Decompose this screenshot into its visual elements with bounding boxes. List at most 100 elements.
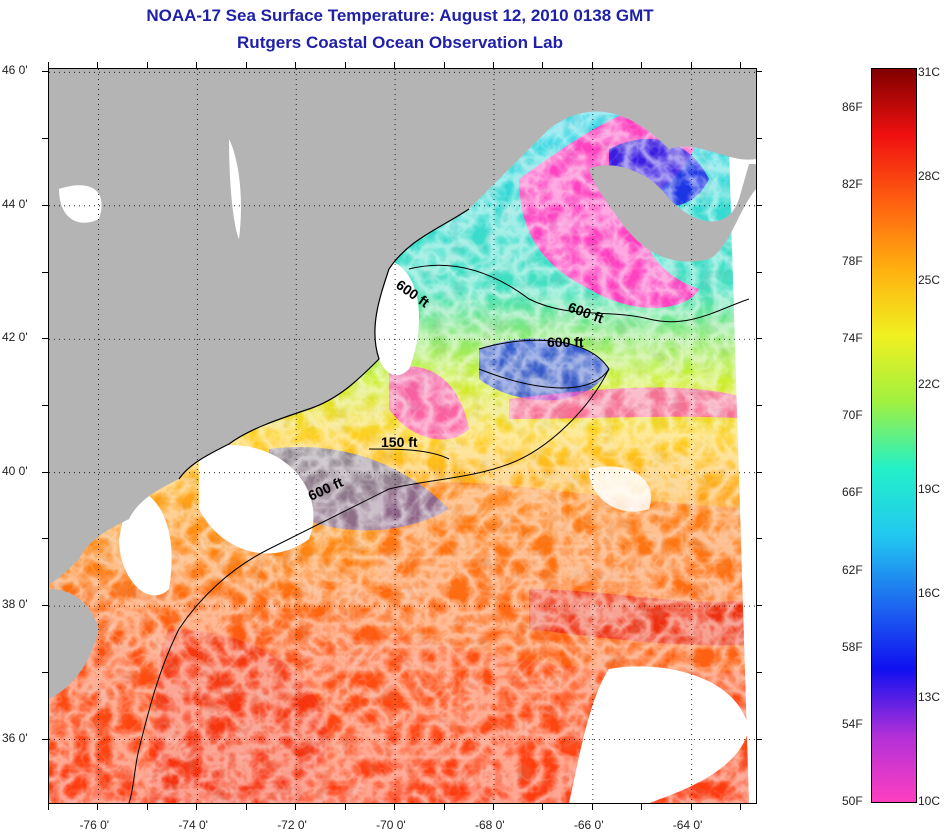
longitude-tick <box>97 62 99 68</box>
longitude-tick <box>492 62 494 68</box>
sst-map: 600 ft 600 ft 600 ft 150 ft 600 ft <box>48 68 757 804</box>
colorbar-fahrenheit-label: 86F <box>842 99 863 114</box>
longitude-tick <box>740 62 742 68</box>
longitude-label: -74 0' <box>178 818 208 832</box>
longitude-tick <box>690 62 692 68</box>
latitude-tick <box>42 271 48 273</box>
longitude-tick <box>344 62 346 68</box>
land-mainland <box>49 69 756 584</box>
colorbar-celsius-label: 10C <box>918 794 941 808</box>
longitude-tick <box>740 804 742 810</box>
latitude-label: 36 0' <box>2 730 28 745</box>
latitude-tick <box>42 71 48 73</box>
longitude-tick <box>146 62 148 68</box>
longitude-label: -66 0' <box>573 818 604 832</box>
coastline <box>388 208 470 270</box>
latitude-tick <box>42 671 48 673</box>
cloud-patch <box>373 259 419 376</box>
latitude-tick <box>42 738 48 740</box>
sst-map-canvas: 600 ft 600 ft 600 ft 150 ft 600 ft <box>49 69 756 803</box>
longitude-tick <box>690 804 692 810</box>
colorbar-celsius-label: 28C <box>918 169 941 184</box>
cloud-patch <box>569 666 749 803</box>
longitude-tick <box>48 62 49 68</box>
colorbar-fahrenheit-label: 66F <box>842 485 863 500</box>
latitude-label: 46 0' <box>2 63 28 78</box>
colorbar-fahrenheit-label: 78F <box>842 253 863 268</box>
cloud-patch <box>119 489 172 596</box>
land-delmarva <box>49 589 99 699</box>
lake <box>229 139 241 239</box>
longitude-tick <box>295 804 297 810</box>
longitude-tick <box>146 804 148 810</box>
colorbar-fahrenheit-label: 54F <box>842 716 863 731</box>
cloud-patch <box>199 445 314 554</box>
latitude-label: 38 0' <box>2 597 28 612</box>
coastline <box>178 268 390 480</box>
map-title: NOAA-17 Sea Surface Temperature: August … <box>146 6 654 25</box>
longitude-tick <box>295 62 297 68</box>
contour-label: 150 ft <box>381 434 418 450</box>
depth-contour-600ft <box>128 368 610 803</box>
latitude-label: 40 0' <box>2 463 28 478</box>
longitude-label: -64 0' <box>672 818 703 832</box>
longitude-label: -70 0' <box>376 818 406 832</box>
latitude-tick <box>756 738 762 740</box>
latitude-tick <box>756 271 762 273</box>
latitude-tick <box>756 605 762 607</box>
latitude-tick <box>42 471 48 473</box>
latitude-tick <box>42 338 48 340</box>
longitude-tick <box>394 804 396 810</box>
longitude-tick <box>542 62 544 68</box>
latitude-tick <box>42 204 48 206</box>
latitude-tick <box>42 605 48 607</box>
colorbar-fahrenheit-label: 58F <box>842 639 863 654</box>
colorbar-celsius-label: 13C <box>918 689 941 704</box>
colorbar-celsius-label: 19C <box>918 481 941 496</box>
longitude-tick <box>97 804 99 810</box>
latitude-tick <box>756 404 762 406</box>
colorbar-celsius-label: 22C <box>918 377 941 392</box>
longitude-tick <box>443 62 445 68</box>
latitude-tick <box>42 404 48 406</box>
map-subtitle: Rutgers Coastal Ocean Observation Lab <box>237 33 563 52</box>
latitude-tick <box>42 538 48 540</box>
longitude-tick <box>443 804 445 810</box>
colorbar-fahrenheit-label: 74F <box>842 331 863 346</box>
lake <box>59 185 102 223</box>
longitude-tick <box>48 804 49 810</box>
depth-contour-600ft <box>408 264 750 323</box>
contour-label: 600 ft <box>547 334 584 350</box>
colorbar-celsius-label: 16C <box>918 585 941 600</box>
longitude-tick <box>542 804 544 810</box>
latitude-tick <box>756 538 762 540</box>
colorbar-fahrenheit-label: 50F <box>842 794 863 808</box>
longitude-label: -76 0' <box>79 818 110 832</box>
colorbar-celsius-label: 25C <box>918 273 941 288</box>
latitude-label: 44 0' <box>2 196 28 211</box>
longitude-label: -72 0' <box>277 818 307 832</box>
no-data-edge <box>729 129 756 803</box>
longitude-label: -68 0' <box>474 818 505 832</box>
colorbar-fahrenheit-label: 70F <box>842 408 863 423</box>
land-nova-scotia <box>589 164 756 262</box>
longitude-tick <box>492 804 494 810</box>
longitude-tick <box>196 62 198 68</box>
longitude-tick <box>344 804 346 810</box>
longitude-tick <box>394 62 396 68</box>
temperature-colorbar <box>871 68 917 803</box>
latitude-tick <box>42 138 48 140</box>
latitude-label: 42 0' <box>2 330 28 345</box>
longitude-tick <box>196 804 198 810</box>
depth-contour-150ft <box>368 448 450 460</box>
colorbar-fahrenheit-label: 62F <box>842 562 863 577</box>
latitude-tick <box>756 204 762 206</box>
latitude-tick <box>756 471 762 473</box>
latitude-tick <box>756 71 762 73</box>
colorbar-fahrenheit-label: 82F <box>842 176 863 191</box>
latitude-tick <box>756 671 762 673</box>
longitude-tick <box>245 62 247 68</box>
longitude-tick <box>245 804 247 810</box>
longitude-tick <box>641 804 643 810</box>
longitude-tick <box>591 804 593 810</box>
